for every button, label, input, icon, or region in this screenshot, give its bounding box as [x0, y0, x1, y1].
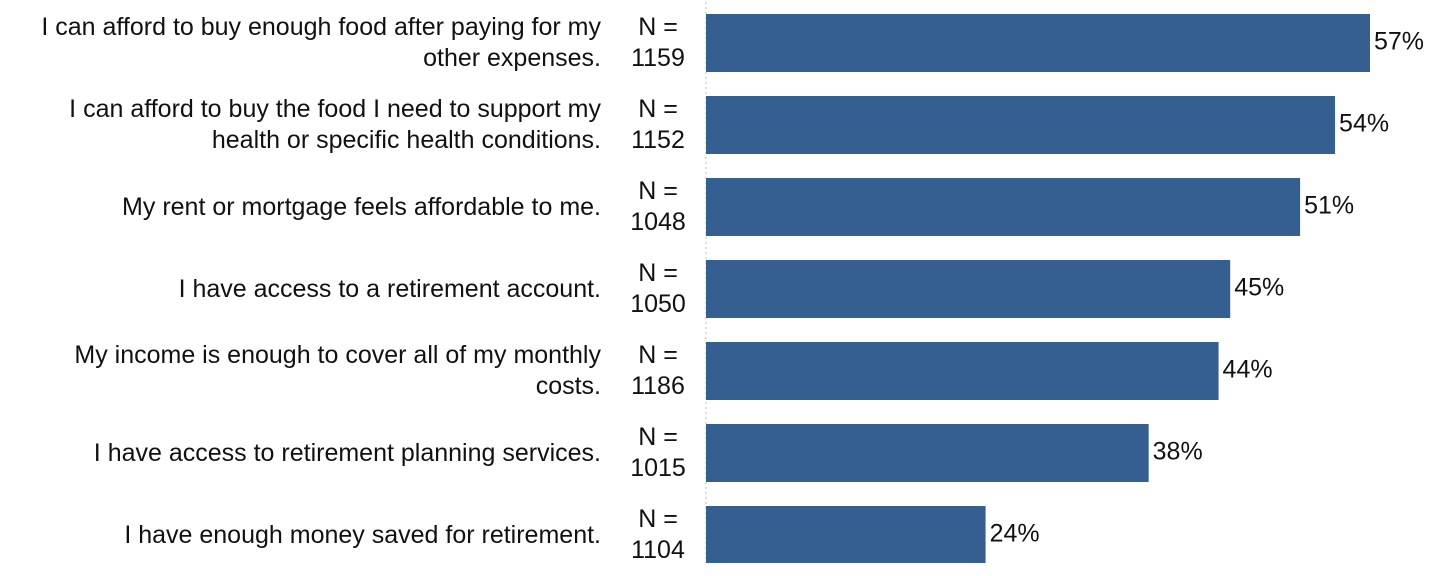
value-label: 57% [1374, 28, 1424, 56]
category-label: I have enough money saved for retirement… [124, 520, 601, 549]
n-label: N = 1159 [631, 13, 685, 72]
n-label: N = 1152 [631, 95, 685, 154]
value-label: 54% [1339, 110, 1389, 138]
n-label: N = 1186 [631, 341, 685, 400]
bar [706, 506, 986, 563]
bar [706, 96, 1336, 154]
n-label: N = 1048 [630, 177, 686, 236]
value-label: 44% [1223, 356, 1273, 384]
value-label: 45% [1234, 274, 1284, 302]
category-label: I can afford to buy enough food after pa… [41, 13, 601, 72]
bar [706, 342, 1219, 400]
value-label: 38% [1153, 438, 1203, 466]
chart: 57% 54% 51% 45% 44% 38% 24% [705, 2, 1424, 563]
bar [706, 14, 1370, 72]
category-label: My income is enough to cover all of my m… [74, 341, 601, 400]
page: 57%54%51%45%44%38%24% (() => { const dat… [41, 2, 1425, 564]
category-label: I can afford to buy the food I need to s… [69, 95, 601, 154]
bar [706, 424, 1149, 482]
bar [706, 178, 1301, 236]
value-label: 51% [1304, 192, 1354, 220]
category-label: I have access to a retirement account. [178, 274, 601, 303]
category-label: I have access to retirement planning ser… [93, 438, 601, 467]
value-label: 24% [990, 520, 1040, 548]
category-label: My rent or mortgage feels affordable to … [122, 192, 601, 221]
bar [706, 260, 1231, 318]
n-label: N = 1015 [630, 423, 686, 482]
n-label: N = 1050 [630, 259, 686, 318]
n-label: N = 1104 [631, 505, 685, 564]
